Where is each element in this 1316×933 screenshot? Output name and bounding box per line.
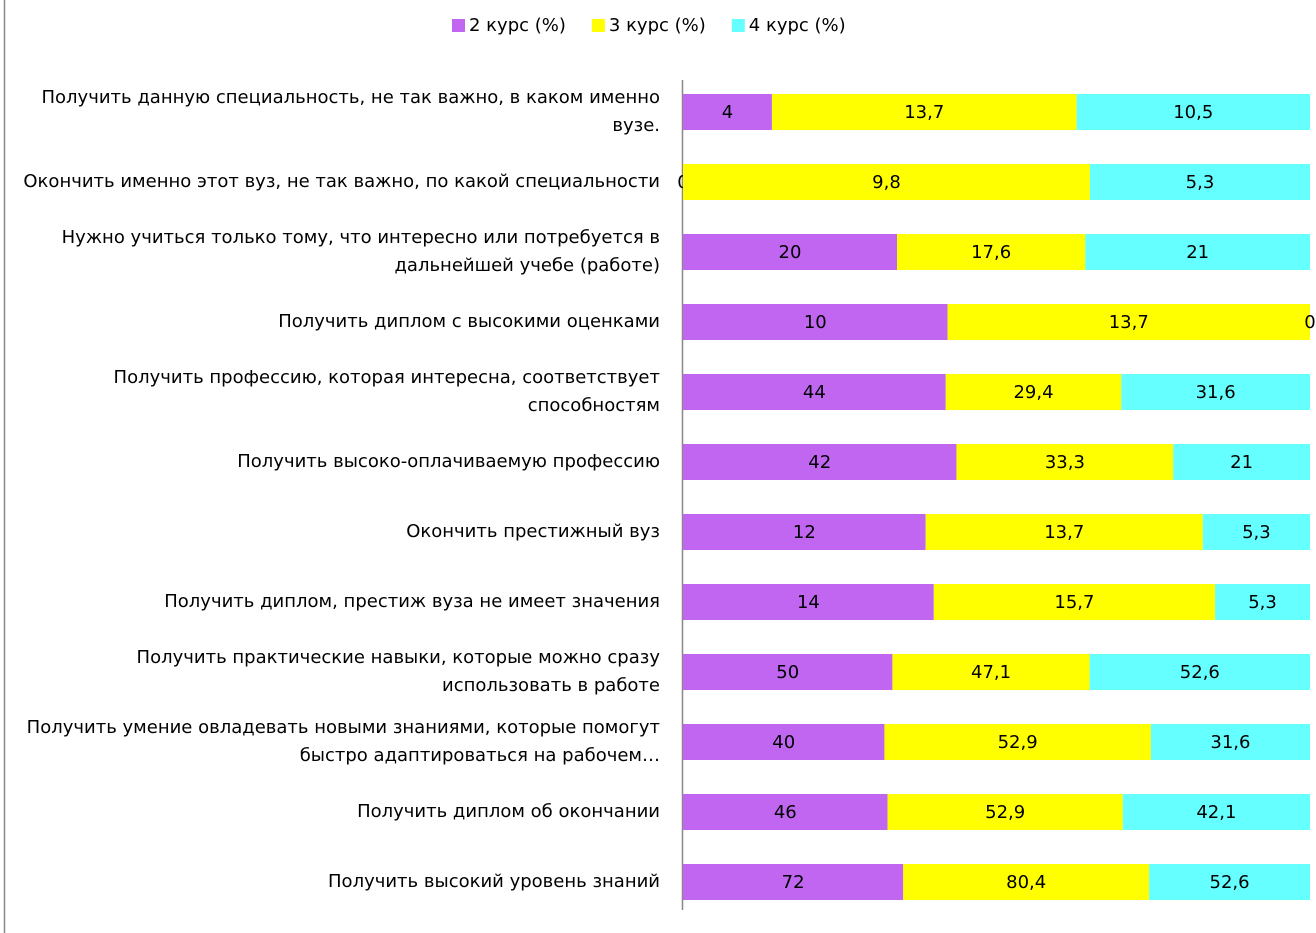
bar-segment	[892, 654, 1090, 690]
value-label: 47,1	[971, 662, 1011, 683]
bar-segment	[683, 724, 885, 760]
value-label: 10,5	[1173, 102, 1213, 123]
value-label: 0	[1304, 312, 1315, 333]
bar-segment	[1122, 794, 1310, 830]
legend-label: 4 курс (%)	[749, 15, 846, 36]
bar-segment	[683, 584, 934, 620]
bar-segment	[887, 794, 1123, 830]
bar-segment	[1150, 724, 1310, 760]
bar-segment	[683, 444, 957, 480]
value-label: 17,6	[971, 242, 1011, 263]
value-label: 21	[1186, 242, 1209, 263]
value-label: 31,6	[1210, 732, 1250, 753]
value-label: 52,6	[1210, 872, 1250, 893]
category-label: Получить диплом, престиж вуза не имеет з…	[164, 591, 660, 612]
legend-swatch	[452, 19, 465, 32]
bar-segment	[1089, 654, 1310, 690]
bar-segment	[896, 234, 1086, 270]
value-label: 80,4	[1006, 872, 1046, 893]
bar-segment	[683, 234, 897, 270]
bar-segment	[1202, 514, 1310, 550]
bar-segment	[933, 584, 1216, 620]
category-label: Получить высокий уровень знаний	[328, 871, 660, 892]
value-label: 13,7	[1109, 312, 1149, 333]
value-label: 13,7	[904, 102, 944, 123]
category-label: Получить диплом с высокими оценками	[278, 311, 660, 332]
value-label: 46	[774, 802, 797, 823]
value-label: 5,3	[1186, 172, 1215, 193]
bar-segment	[925, 514, 1203, 550]
value-label: 21	[1230, 452, 1253, 473]
value-label: 14	[797, 592, 820, 613]
bar-segment	[1076, 94, 1310, 130]
bar-segment	[1215, 584, 1310, 620]
value-label: 15,7	[1054, 592, 1094, 613]
value-label: 42	[808, 452, 831, 473]
bar-segment	[1089, 164, 1310, 200]
value-label: 29,4	[1013, 382, 1053, 403]
bar-segment	[945, 374, 1122, 410]
bar-segment	[683, 654, 893, 690]
category-label: Окончить именно этот вуз, не так важно, …	[23, 171, 660, 192]
category-label: Получить умение овладевать новыми знания…	[26, 717, 660, 766]
bar-segment	[683, 304, 948, 340]
value-label: 12	[793, 522, 816, 543]
value-label: 4	[722, 102, 733, 123]
bar-segment	[947, 304, 1310, 340]
value-label: 33,3	[1045, 452, 1085, 473]
value-label: 52,9	[985, 802, 1025, 823]
bar-segment	[1173, 444, 1310, 480]
value-label: 5,3	[1242, 522, 1271, 543]
value-label: 20	[779, 242, 802, 263]
value-label: 31,6	[1196, 382, 1236, 403]
bar-segment	[884, 724, 1151, 760]
value-label: 52,9	[998, 732, 1038, 753]
value-label: 10	[804, 312, 827, 333]
category-label: Получить практические навыки, которые мо…	[136, 647, 660, 696]
legend-swatch	[731, 19, 745, 32]
bar-segment	[683, 864, 904, 900]
bar-segment	[683, 164, 1090, 200]
category-label: Получить диплом об окончании	[357, 801, 660, 822]
category-label: Окончить престижный вуз	[406, 521, 660, 542]
legend-label: 2 курс (%)	[469, 15, 566, 36]
category-label: Получить профессию, которая интересна, с…	[113, 367, 660, 416]
bar-segment	[956, 444, 1174, 480]
value-label: 72	[782, 872, 805, 893]
value-label: 40	[772, 732, 795, 753]
bar-segment	[683, 374, 946, 410]
legend-swatch	[591, 19, 605, 32]
bar-segment	[683, 514, 926, 550]
value-label: 42,1	[1196, 802, 1236, 823]
value-label: 5,3	[1248, 592, 1277, 613]
value-label: 13,7	[1044, 522, 1084, 543]
category-label: Нужно учиться только тому, что интересно…	[61, 227, 660, 276]
legend-label: 3 курс (%)	[609, 15, 706, 36]
value-label: 9,8	[872, 172, 901, 193]
bar-segment	[683, 794, 888, 830]
bar-segment	[771, 94, 1077, 130]
bar-segment	[1085, 234, 1310, 270]
bar-segment	[1121, 374, 1310, 410]
value-label: 52,6	[1180, 662, 1220, 683]
value-label: 50	[776, 662, 799, 683]
bar-segment	[683, 94, 772, 130]
bar-segment	[1149, 864, 1310, 900]
category-label: Получить высоко-оплачиваемую профессию	[237, 451, 660, 472]
category-label: Получить данную специальность, не так ва…	[41, 87, 660, 136]
value-label: 44	[803, 382, 826, 403]
bar-segment	[903, 864, 1150, 900]
